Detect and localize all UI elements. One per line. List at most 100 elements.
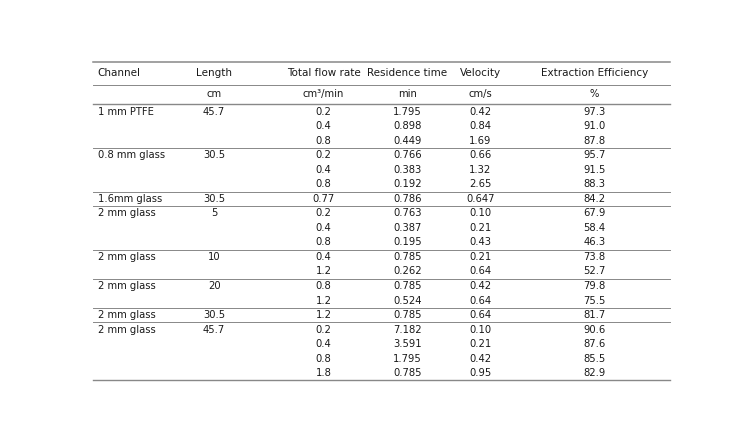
Text: 1.2: 1.2: [315, 296, 332, 305]
Text: 0.64: 0.64: [469, 296, 492, 305]
Text: 20: 20: [208, 281, 220, 291]
Text: 0.66: 0.66: [469, 150, 492, 160]
Text: 87.6: 87.6: [583, 339, 606, 349]
Text: 81.7: 81.7: [583, 310, 606, 320]
Text: 1.6mm glass: 1.6mm glass: [97, 194, 162, 204]
Text: 0.21: 0.21: [469, 339, 492, 349]
Text: Length: Length: [196, 68, 232, 78]
Text: 52.7: 52.7: [583, 266, 606, 276]
Text: 0.8 mm glass: 0.8 mm glass: [97, 150, 164, 160]
Text: 0.195: 0.195: [393, 237, 422, 248]
Text: 84.2: 84.2: [583, 194, 606, 204]
Text: 0.10: 0.10: [469, 208, 492, 218]
Text: 0.42: 0.42: [469, 281, 492, 291]
Text: cm/s: cm/s: [469, 89, 493, 100]
Text: 30.5: 30.5: [203, 150, 225, 160]
Text: 0.77: 0.77: [312, 194, 335, 204]
Text: 1.8: 1.8: [315, 368, 332, 378]
Text: 5: 5: [211, 208, 217, 218]
Text: 0.647: 0.647: [466, 194, 495, 204]
Text: 1.2: 1.2: [315, 310, 332, 320]
Text: Velocity: Velocity: [460, 68, 501, 78]
Text: 30.5: 30.5: [203, 194, 225, 204]
Text: 0.8: 0.8: [315, 179, 332, 189]
Text: 2 mm glass: 2 mm glass: [97, 252, 155, 262]
Text: 30.5: 30.5: [203, 310, 225, 320]
Text: 45.7: 45.7: [203, 325, 225, 335]
Text: 0.95: 0.95: [469, 368, 492, 378]
Text: 0.898: 0.898: [393, 121, 421, 131]
Text: 2 mm glass: 2 mm glass: [97, 325, 155, 335]
Text: 2.65: 2.65: [469, 179, 492, 189]
Text: 87.8: 87.8: [583, 136, 606, 146]
Text: 0.763: 0.763: [393, 208, 422, 218]
Text: 2 mm glass: 2 mm glass: [97, 281, 155, 291]
Text: 0.785: 0.785: [393, 252, 422, 262]
Text: 1.69: 1.69: [469, 136, 492, 146]
Text: 0.2: 0.2: [315, 325, 332, 335]
Text: 0.785: 0.785: [393, 310, 422, 320]
Text: Extraction Efficiency: Extraction Efficiency: [541, 68, 648, 78]
Text: 0.4: 0.4: [315, 121, 332, 131]
Text: cm³/min: cm³/min: [303, 89, 344, 100]
Text: 0.2: 0.2: [315, 208, 332, 218]
Text: 0.8: 0.8: [315, 136, 332, 146]
Text: 0.192: 0.192: [393, 179, 422, 189]
Text: 73.8: 73.8: [583, 252, 606, 262]
Text: 82.9: 82.9: [583, 368, 606, 378]
Text: 1.795: 1.795: [393, 353, 422, 364]
Text: 1 mm PTFE: 1 mm PTFE: [97, 106, 153, 117]
Text: 91.0: 91.0: [583, 121, 606, 131]
Text: 10: 10: [208, 252, 220, 262]
Text: 2 mm glass: 2 mm glass: [97, 208, 155, 218]
Text: 7.182: 7.182: [393, 325, 422, 335]
Text: 0.21: 0.21: [469, 252, 492, 262]
Text: 0.2: 0.2: [315, 106, 332, 117]
Text: 3.591: 3.591: [393, 339, 422, 349]
Text: 0.43: 0.43: [469, 237, 492, 248]
Text: 0.64: 0.64: [469, 266, 492, 276]
Text: 91.5: 91.5: [583, 165, 606, 175]
Text: 0.449: 0.449: [393, 136, 421, 146]
Text: Total flow rate: Total flow rate: [286, 68, 361, 78]
Text: Residence time: Residence time: [368, 68, 447, 78]
Text: 0.387: 0.387: [393, 223, 421, 233]
Text: 1.795: 1.795: [393, 106, 422, 117]
Text: 0.21: 0.21: [469, 223, 492, 233]
Text: min: min: [398, 89, 417, 100]
Text: 58.4: 58.4: [583, 223, 606, 233]
Text: Channel: Channel: [97, 68, 141, 78]
Text: 0.8: 0.8: [315, 353, 332, 364]
Text: 46.3: 46.3: [583, 237, 606, 248]
Text: 75.5: 75.5: [583, 296, 606, 305]
Text: 0.524: 0.524: [393, 296, 422, 305]
Text: 90.6: 90.6: [583, 325, 606, 335]
Text: 45.7: 45.7: [203, 106, 225, 117]
Text: 0.42: 0.42: [469, 353, 492, 364]
Text: 1.32: 1.32: [469, 165, 492, 175]
Text: 0.10: 0.10: [469, 325, 492, 335]
Text: 0.2: 0.2: [315, 150, 332, 160]
Text: 0.786: 0.786: [393, 194, 422, 204]
Text: 88.3: 88.3: [583, 179, 606, 189]
Text: 0.84: 0.84: [469, 121, 492, 131]
Text: 0.262: 0.262: [393, 266, 422, 276]
Text: 0.383: 0.383: [393, 165, 421, 175]
Text: 0.8: 0.8: [315, 281, 332, 291]
Text: 0.785: 0.785: [393, 281, 422, 291]
Text: 1.2: 1.2: [315, 266, 332, 276]
Text: 85.5: 85.5: [583, 353, 606, 364]
Text: 0.8: 0.8: [315, 237, 332, 248]
Text: 79.8: 79.8: [583, 281, 606, 291]
Text: 67.9: 67.9: [583, 208, 606, 218]
Text: 0.4: 0.4: [315, 223, 332, 233]
Text: %: %: [590, 89, 600, 100]
Text: 0.785: 0.785: [393, 368, 422, 378]
Text: 0.64: 0.64: [469, 310, 492, 320]
Text: 0.4: 0.4: [315, 252, 332, 262]
Text: 0.42: 0.42: [469, 106, 492, 117]
Text: 0.766: 0.766: [393, 150, 422, 160]
Text: 2 mm glass: 2 mm glass: [97, 310, 155, 320]
Text: 95.7: 95.7: [583, 150, 606, 160]
Text: 97.3: 97.3: [583, 106, 606, 117]
